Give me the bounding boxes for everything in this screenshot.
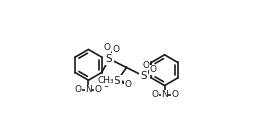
- Text: O: O: [151, 90, 158, 99]
- Text: O: O: [112, 45, 119, 54]
- Text: O: O: [171, 90, 178, 99]
- Text: CH₃: CH₃: [97, 76, 114, 85]
- Text: O: O: [103, 80, 110, 89]
- Text: S: S: [106, 54, 113, 64]
- Text: O: O: [95, 85, 102, 94]
- Text: S: S: [114, 76, 121, 86]
- Text: O: O: [142, 60, 149, 70]
- Text: O: O: [75, 85, 82, 94]
- Text: O: O: [124, 80, 131, 89]
- Text: N: N: [85, 85, 92, 94]
- Text: O: O: [104, 43, 111, 52]
- Text: N: N: [161, 90, 168, 99]
- Text: O: O: [150, 65, 157, 74]
- Text: S: S: [141, 71, 147, 81]
